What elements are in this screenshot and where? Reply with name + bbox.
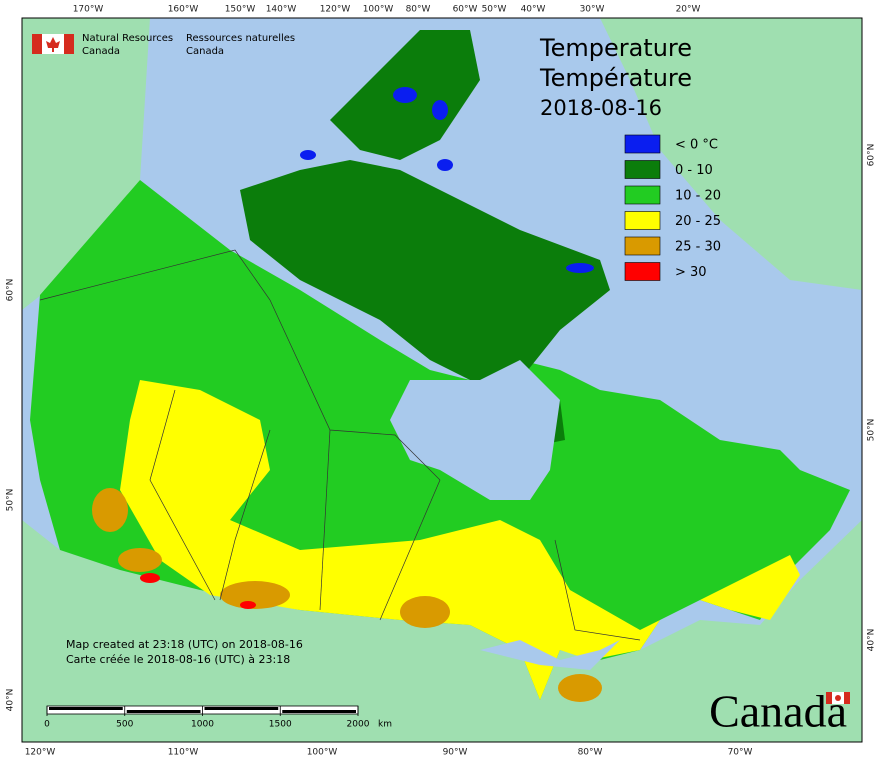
legend-label: 25 - 30 xyxy=(675,240,721,255)
scale-label: 0 xyxy=(44,720,50,730)
longitude-label: 120°W xyxy=(320,5,351,15)
scale-segment xyxy=(49,707,123,710)
longitude-label: 70°W xyxy=(728,748,753,758)
flag-band xyxy=(826,692,832,704)
longitude-label: 160°W xyxy=(168,5,199,15)
zone-25-30 xyxy=(92,488,128,532)
longitude-label: 80°W xyxy=(578,748,603,758)
zone-20-25 xyxy=(120,380,660,700)
agency-fr: Ressources naturelles xyxy=(186,33,295,44)
logo-flag xyxy=(32,34,74,54)
agency-fr: Canada xyxy=(186,46,224,57)
longitude-label: 90°W xyxy=(443,748,468,758)
title: Température xyxy=(539,64,692,92)
province-border xyxy=(379,479,441,621)
map-note: Carte créée le 2018-08-16 (UTC) à 23:18 xyxy=(66,653,290,666)
maple-leaf xyxy=(835,695,841,701)
arctic-islands xyxy=(240,160,610,380)
alaska xyxy=(22,18,150,310)
legend-label: 20 - 25 xyxy=(675,214,721,229)
date: 2018-08-16 xyxy=(540,96,662,120)
longitude-label: 110°W xyxy=(168,748,199,758)
map-frame xyxy=(21,17,863,743)
legend-label: < 0 °C xyxy=(675,138,718,153)
zone-over-30 xyxy=(240,601,256,609)
usa xyxy=(22,520,862,742)
scale-label: 500 xyxy=(116,720,133,730)
map-note: Map created at 23:18 (UTC) on 2018-08-16 xyxy=(66,638,303,651)
flag-band xyxy=(32,34,42,54)
legend-swatch xyxy=(624,236,661,256)
longitude-label: 60°W xyxy=(453,5,478,15)
latitude-label: 50°N xyxy=(867,419,877,442)
legend-swatch xyxy=(624,262,661,281)
scale-label: 1000 xyxy=(191,720,214,730)
scale-segment xyxy=(126,710,201,713)
title: Temperature xyxy=(539,34,692,62)
maple-leaf xyxy=(46,37,60,52)
province-border xyxy=(319,429,331,611)
longitude-label: 80°W xyxy=(406,5,431,15)
greenland xyxy=(600,18,862,290)
latitude-label: 40°N xyxy=(867,629,877,652)
scale-label: 2000 xyxy=(347,720,370,730)
scale-label: 1500 xyxy=(269,720,292,730)
scale-segment xyxy=(282,710,356,713)
longitude-label: 100°W xyxy=(363,5,394,15)
legend-swatch xyxy=(624,211,661,230)
legend-swatch xyxy=(624,134,661,154)
ice xyxy=(432,100,448,120)
legend-label: 10 - 20 xyxy=(675,189,721,204)
latitude-label: 50°N xyxy=(6,489,16,512)
legend-swatch xyxy=(624,160,661,179)
zone-20-25-east xyxy=(700,555,800,620)
latitude-label: 60°N xyxy=(6,279,16,302)
zone-25-30 xyxy=(118,548,162,572)
great-lakes xyxy=(480,640,620,670)
ice xyxy=(300,150,316,160)
longitude-label: 100°W xyxy=(307,748,338,758)
province-border xyxy=(219,429,271,601)
agency-en: Canada xyxy=(82,46,120,57)
longitude-label: 20°W xyxy=(676,5,701,15)
longitude-label: 50°W xyxy=(482,5,507,15)
hudson-bay xyxy=(390,360,560,500)
flag-band xyxy=(844,692,850,704)
territory-border xyxy=(39,249,441,481)
zone-25-30 xyxy=(558,674,602,702)
zone-over-30 xyxy=(140,573,160,583)
longitude-label: 120°W xyxy=(25,748,56,758)
legend-swatch xyxy=(624,185,661,205)
latitude-label: 40°N xyxy=(6,689,16,712)
province-border xyxy=(149,389,216,601)
ice xyxy=(393,87,417,103)
ice xyxy=(566,263,594,273)
longitude-label: 150°W xyxy=(225,5,256,15)
longitude-label: 30°W xyxy=(580,5,605,15)
wordmark-flag xyxy=(826,692,850,704)
latitude-label: 60°N xyxy=(867,144,877,167)
longitude-label: 140°W xyxy=(266,5,297,15)
legend-label: 0 - 10 xyxy=(675,163,713,178)
legend-label: > 30 xyxy=(675,265,707,280)
scale-unit: km xyxy=(378,720,392,730)
flag-band xyxy=(64,34,74,54)
agency-en: Natural Resources xyxy=(82,33,173,44)
scale-segment xyxy=(204,707,279,710)
province-border xyxy=(554,539,641,641)
longitude-label: 40°W xyxy=(521,5,546,15)
zone-25-30 xyxy=(400,596,450,628)
zone-25-30 xyxy=(220,581,290,609)
ice xyxy=(437,159,453,171)
wordmark: Canada xyxy=(709,686,847,737)
frame-outline xyxy=(21,17,863,743)
longitude-label: 170°W xyxy=(73,5,104,15)
